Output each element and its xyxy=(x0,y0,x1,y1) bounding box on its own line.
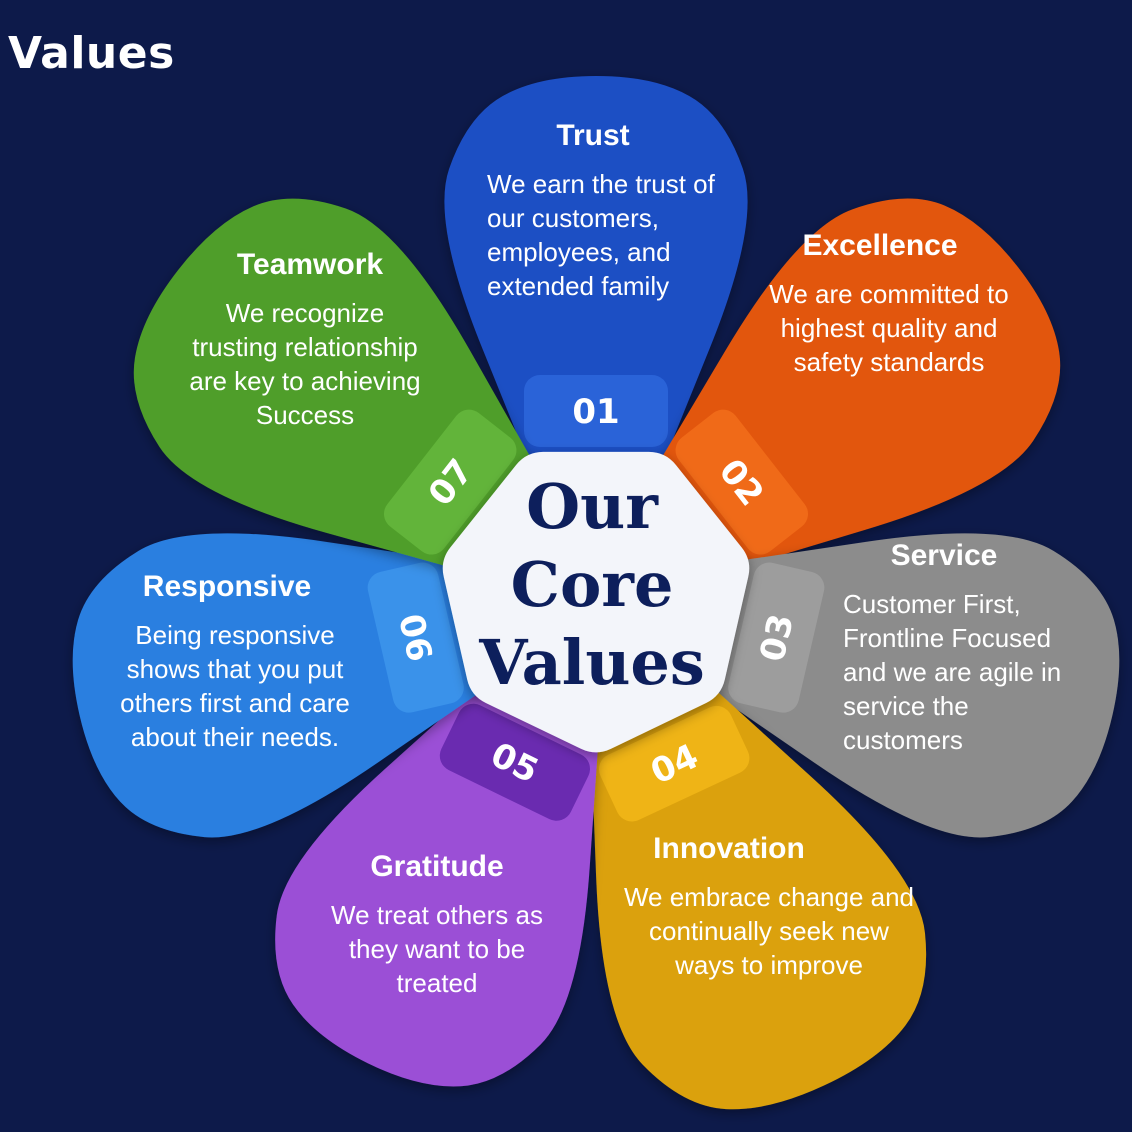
petal-description-line: treated xyxy=(397,968,478,998)
petal-description-line: We embrace change and xyxy=(624,882,914,912)
petal-title: Excellence xyxy=(802,229,957,262)
center-title-line: Core xyxy=(511,548,674,621)
number-tab-service: 03 xyxy=(728,562,825,713)
number-tab-bg xyxy=(439,703,591,821)
number-tab-bg xyxy=(728,562,825,713)
number-tab-teamwork: 07 xyxy=(383,409,517,555)
page-title: Values xyxy=(8,28,175,79)
petal-description-line: shows that you put xyxy=(127,654,345,684)
petal-description-line: ways to improve xyxy=(674,950,863,980)
petal-description-line: our customers, xyxy=(487,203,659,233)
petal-gratitude: 05 Gratitude We treat others as they want t… xyxy=(275,676,600,1087)
petal-description-line: Customer First, xyxy=(843,589,1021,619)
petal-responsive: 06 Responsive Being responsive shows that y… xyxy=(72,533,494,838)
petal-description-line: safety standards xyxy=(794,347,985,377)
petal-description-line: extended family xyxy=(487,271,669,301)
center-title-line: Our xyxy=(526,470,659,543)
number-tab-trust: 01 xyxy=(524,375,668,447)
petal-description-line: Success xyxy=(256,400,354,430)
number-tab-innovation: 04 xyxy=(598,705,750,822)
petal-trust: 01 Trust We earn the trust of our customers… xyxy=(444,76,748,476)
petal-number: 01 xyxy=(572,392,619,432)
petal-description-line: highest quality and xyxy=(781,313,998,343)
petal-description-line: customers xyxy=(843,725,963,755)
petal-title: Innovation xyxy=(653,832,805,865)
petal-title: Responsive xyxy=(143,570,311,603)
number-tab-responsive: 06 xyxy=(367,562,464,713)
number-tab-bg xyxy=(598,705,750,822)
center-heptagon xyxy=(442,451,750,753)
petal-shape-trust xyxy=(444,76,748,476)
petal-description-line: Frontline Focused xyxy=(843,623,1051,653)
number-tab-excellence: 02 xyxy=(675,409,809,555)
center-title-line: Values xyxy=(478,626,705,699)
petal-description-line: trusting relationship xyxy=(192,332,417,362)
petal-description-line: are key to achieving xyxy=(189,366,420,396)
petal-description-line: they want to be xyxy=(349,934,525,964)
petal-description-line: We recognize xyxy=(226,298,385,328)
petal-description-line: employees, and xyxy=(487,237,671,267)
petal-title: Trust xyxy=(556,119,629,152)
petal-description-line: others first and care xyxy=(120,688,350,718)
petal-title: Teamwork xyxy=(237,248,383,281)
number-tab-bg xyxy=(524,375,668,447)
number-tab-bg xyxy=(383,409,517,555)
petal-description-line: service the xyxy=(843,691,969,721)
petal-description-line: We earn the trust of xyxy=(487,169,716,199)
number-tab-bg xyxy=(675,409,809,555)
petal-teamwork: 07 Teamwork We recognize trusting relations… xyxy=(133,198,540,571)
petal-title: Service xyxy=(891,539,998,572)
number-tab-gratitude: 05 xyxy=(439,703,591,821)
petal-excellence: 02 Excellence We are committed to highest q… xyxy=(652,198,1061,571)
petal-description-line: continually seek new xyxy=(649,916,889,946)
petal-description-line: We treat others as xyxy=(331,900,543,930)
petal-service: 03 Service Customer First, Frontline Focuse… xyxy=(698,533,1120,838)
petal-description-line: We are committed to xyxy=(769,279,1008,309)
petal-description-line: about their needs. xyxy=(131,722,339,752)
petal-description-line: and we are agile in xyxy=(843,657,1061,687)
number-tab-bg xyxy=(367,562,464,713)
petal-innovation: 04 Innovation We embrace change and continu… xyxy=(590,678,927,1110)
petal-title: Gratitude xyxy=(370,850,503,883)
petal-description-line: Being responsive xyxy=(135,620,334,650)
